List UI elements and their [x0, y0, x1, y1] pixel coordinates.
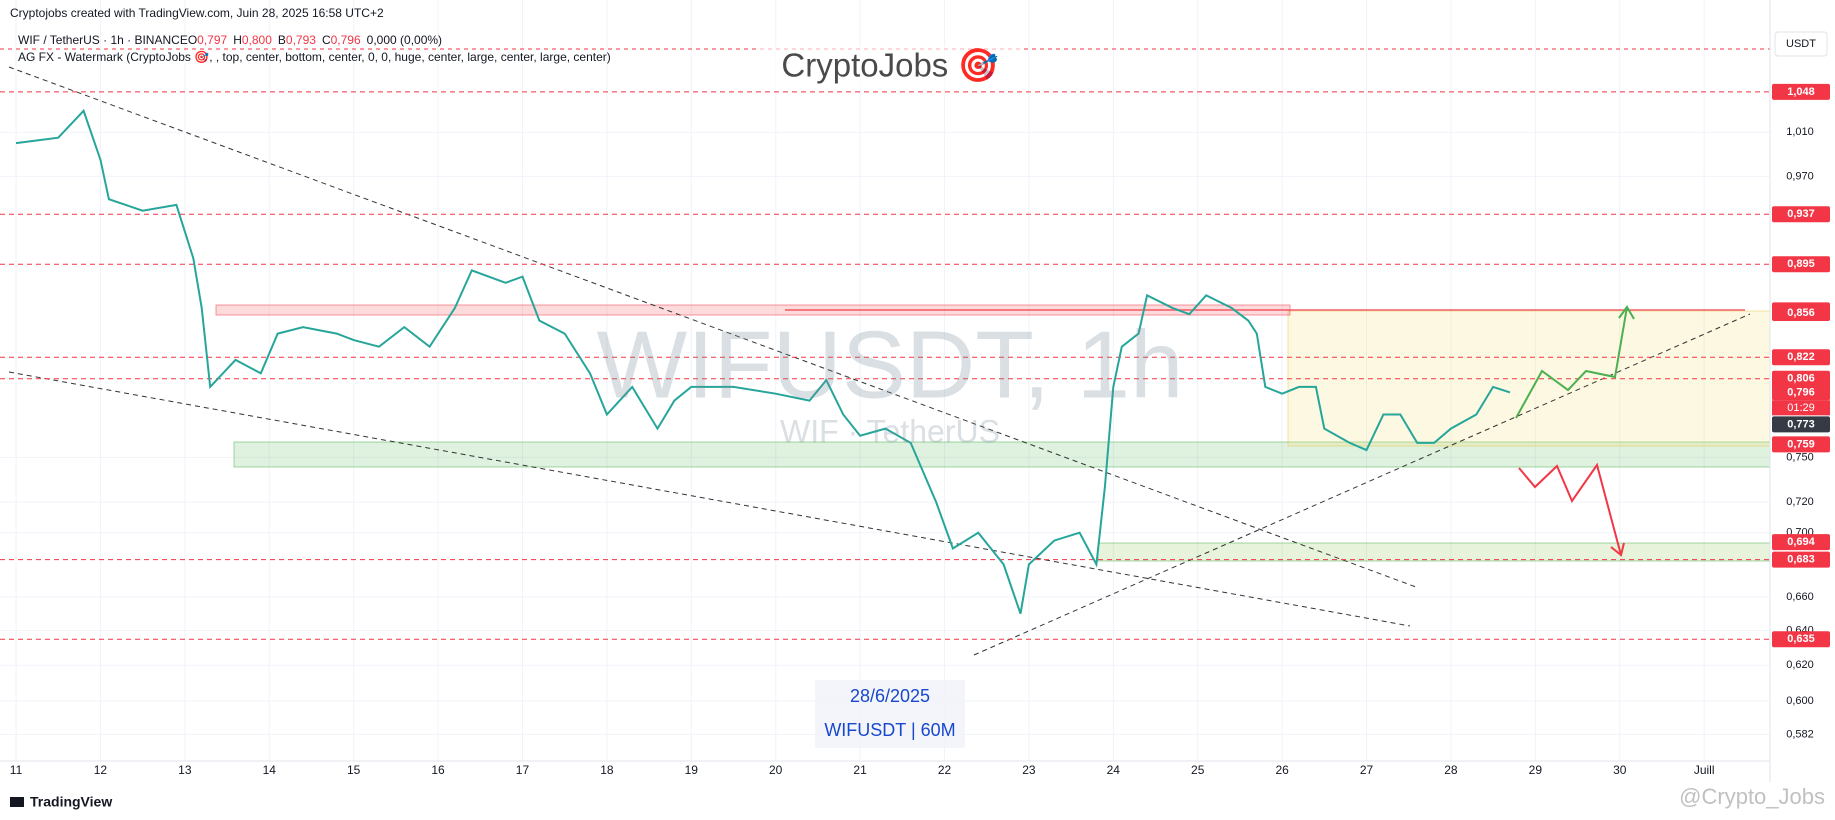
level-label: 0,856	[1787, 307, 1815, 319]
x-tick-label: 18	[600, 763, 614, 777]
y-tick-label: 0,970	[1786, 170, 1814, 182]
x-tick-label: 26	[1275, 763, 1289, 777]
level-box	[1772, 534, 1830, 551]
x-tick-label: 12	[94, 763, 108, 777]
x-tick-label: 24	[1107, 763, 1121, 777]
trend-line	[973, 313, 1751, 656]
bull-projection	[1515, 306, 1628, 419]
footer-handle: @Crypto_Jobs	[1679, 784, 1825, 809]
x-tick-label: 21	[853, 763, 867, 777]
level-label: 0,796	[1787, 386, 1815, 398]
y-tick-label: 1,010	[1786, 126, 1814, 138]
ohlc-part: 0,796	[331, 33, 361, 47]
ohlc-part: 0,800	[242, 33, 272, 47]
y-tick-label: 0,582	[1786, 728, 1814, 740]
level-box	[1772, 304, 1830, 321]
level-box	[1772, 256, 1830, 273]
level-label: 0,683	[1787, 554, 1815, 566]
currency: USDT	[1786, 38, 1816, 50]
logo-icon	[10, 797, 24, 807]
level-box	[1772, 83, 1830, 100]
arrow-head	[1610, 542, 1625, 557]
brand-watermark: CryptoJobs 🎯	[781, 47, 998, 84]
level-label: 0,937	[1787, 208, 1815, 220]
level-box	[1772, 370, 1830, 387]
ohlc-part: H	[233, 33, 242, 47]
target-zone	[1097, 542, 1771, 562]
level-label: 0,895	[1787, 258, 1815, 270]
price-line	[15, 108, 1511, 615]
ohlc-part: C	[322, 33, 331, 47]
y-tick-label: 0,660	[1786, 591, 1814, 603]
x-tick-label: 27	[1360, 763, 1374, 777]
x-tick-label: 11	[10, 763, 23, 777]
level-label: 0,635	[1787, 633, 1815, 645]
brand-box	[760, 46, 1020, 90]
level-box	[1772, 631, 1830, 648]
caption-box	[815, 680, 965, 748]
symbol: WIF / TetherUS · 1h · BINANCEO0,797 H0,80…	[18, 33, 442, 47]
y-tick-label: 0,720	[1786, 496, 1814, 508]
y-tick-label: 0,620	[1786, 659, 1814, 671]
pair-caption: WIFUSDT | 60M	[824, 720, 955, 740]
ohlc-part: 0,000 (0,00%)	[367, 33, 442, 47]
y-tick-label: 0,600	[1786, 695, 1814, 707]
level-sub-box	[1772, 400, 1830, 416]
level-label: 1,048	[1787, 86, 1815, 98]
ohlc-part: B	[278, 33, 286, 47]
x-tick-label: 16	[431, 763, 445, 777]
level-label: 0,694	[1787, 536, 1815, 548]
ohlc: O0,797 H0,800 B0,793 C0,796 0,000 (0,00%)	[188, 33, 442, 47]
x-tick-label: 20	[769, 763, 783, 777]
trend-line	[8, 66, 1417, 588]
x-tick-label: 14	[263, 763, 277, 777]
ohlc-part: 0,797	[197, 33, 227, 47]
ohlc-part: 0,793	[286, 33, 316, 47]
x-tick-label: 15	[347, 763, 361, 777]
level-sublabel: 01:29	[1787, 402, 1815, 414]
arrow-head	[1618, 305, 1635, 320]
x-tick-label: 23	[1022, 763, 1036, 777]
credit: Cryptojobs created with TradingView.com,…	[10, 6, 384, 20]
level-box	[1772, 384, 1830, 401]
pair-watermark: WIF · TetherUS	[780, 413, 1000, 449]
footer-logo: TradingView	[30, 794, 112, 810]
level-label: 0,773	[1787, 418, 1815, 430]
level-label: 0,806	[1787, 373, 1815, 385]
levels	[0, 91, 1770, 640]
series	[15, 108, 1511, 615]
level-box	[1772, 349, 1830, 366]
currency-box	[1774, 31, 1828, 57]
level-box	[1772, 551, 1830, 568]
indicator: AG FX - Watermark (CryptoJobs 🎯, , top, …	[18, 50, 611, 64]
level-box	[1772, 206, 1830, 223]
level-box	[1772, 416, 1830, 433]
x-tick-label: 13	[178, 763, 192, 777]
x-tick-label: 22	[938, 763, 952, 777]
ticker-watermark: WIFUSDT, 1h	[597, 311, 1184, 418]
level-label: 0,822	[1787, 351, 1815, 363]
ohlc-part: O	[188, 33, 197, 47]
trend-line	[8, 371, 1411, 627]
level-box	[1772, 436, 1830, 453]
grid	[0, 0, 1770, 761]
y-tick-label: 0,750	[1786, 451, 1814, 463]
x-tick-label: 25	[1191, 763, 1205, 777]
bear-projection	[1518, 462, 1622, 556]
x-tick-label: 28	[1444, 763, 1458, 777]
x-tick-label: 29	[1529, 763, 1543, 777]
x-tick-label: 19	[685, 763, 699, 777]
level-label: 0,759	[1787, 438, 1815, 450]
x-tick-label: Juill	[1694, 763, 1715, 777]
date-caption: 28/6/2025	[850, 686, 930, 706]
symbol-name: WIF / TetherUS · 1h · BINANCE	[18, 33, 188, 47]
x-tick-label: 30	[1613, 763, 1627, 777]
x-tick-label: 17	[516, 763, 530, 777]
